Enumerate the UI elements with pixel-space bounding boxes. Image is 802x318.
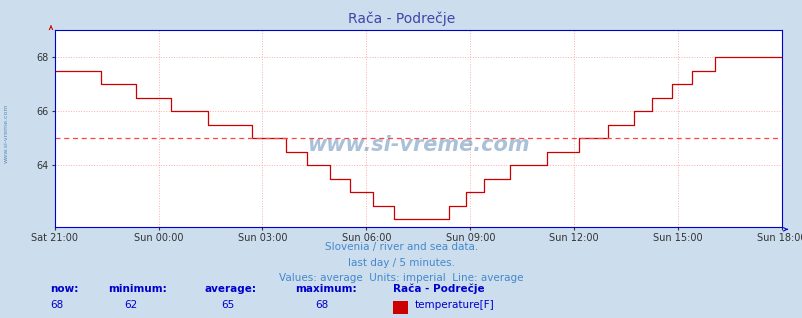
Text: average:: average:: [205, 284, 257, 294]
Text: temperature[F]: temperature[F]: [414, 301, 493, 310]
Text: maximum:: maximum:: [295, 284, 357, 294]
Text: minimum:: minimum:: [108, 284, 167, 294]
Text: www.si-vreme.com: www.si-vreme.com: [306, 135, 529, 155]
Text: 68: 68: [50, 301, 63, 310]
Text: Slovenia / river and sea data.: Slovenia / river and sea data.: [325, 242, 477, 252]
Text: 62: 62: [124, 301, 138, 310]
Text: 68: 68: [314, 301, 328, 310]
Text: Rača - Podrečje: Rača - Podrečje: [393, 283, 484, 294]
Text: www.si-vreme.com: www.si-vreme.com: [4, 104, 9, 163]
Text: now:: now:: [50, 284, 78, 294]
Text: last day / 5 minutes.: last day / 5 minutes.: [347, 258, 455, 267]
Text: Rača - Podrečje: Rača - Podrečje: [347, 11, 455, 26]
Text: 65: 65: [221, 301, 234, 310]
Text: Values: average  Units: imperial  Line: average: Values: average Units: imperial Line: av…: [279, 273, 523, 283]
